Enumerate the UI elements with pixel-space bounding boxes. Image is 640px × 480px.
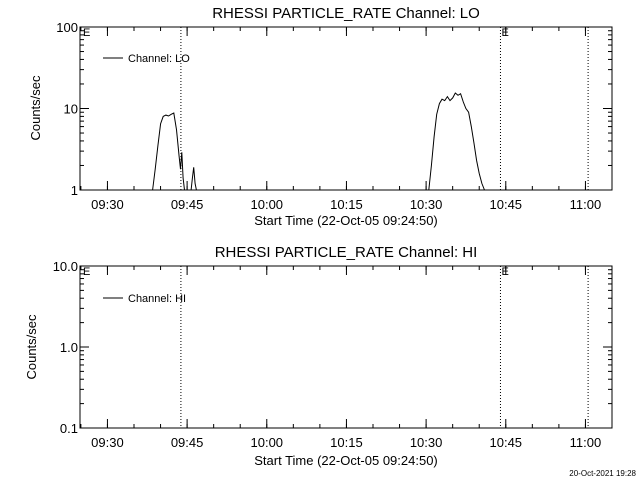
legend: Channel: HI [103,293,186,305]
panel-lo: RHESSI PARTICLE_RATE Channel: LO 110100 … [28,5,613,228]
y-tick-label: 10 [64,102,78,117]
y-axis: 0.1 1.0 10.0 [53,259,612,436]
x-tick-label: 09:45 [171,197,204,212]
x-tick-label: 10:45 [490,197,523,212]
x-axis: 09:30 09:45 10:00 10:15 10:30 10:45 11:00 [80,266,613,450]
x-tick-label: 10:30 [410,197,443,212]
x-axis-label: Start Time (22-Oct-05 09:24:50) [254,453,438,468]
y-tick-label: 100 [56,20,78,35]
y-tick-label: 1.0 [60,340,78,355]
x-axis: 09:30 09:45 10:00 10:15 10:30 10:45 11:00 [80,27,613,212]
y-axis-label: Counts/sec [24,314,39,380]
chart-title: RHESSI PARTICLE_RATE Channel: LO [212,5,480,22]
y-tick-label: 1 [71,183,78,198]
x-tick-label: 09:30 [91,197,124,212]
footer-timestamp: 20-Oct-2021 19:28 [569,469,636,478]
x-axis-label: Start Time (22-Oct-05 09:24:50) [254,213,438,228]
marker-label: E [501,27,508,39]
x-tick-label: 10:45 [490,435,523,450]
series-group [152,92,488,191]
marker-label: E [501,266,508,278]
series-line [152,112,198,191]
chart-title: RHESSI PARTICLE_RATE Channel: HI [215,244,478,261]
x-tick-label: 10:00 [251,197,284,212]
x-tick-label: 09:30 [91,435,124,450]
y-axis: 1 10 100 [56,20,612,198]
x-tick-label: 10:15 [330,197,363,212]
x-tick-label: 11:00 [570,197,602,212]
legend-label: Channel: LO [128,53,190,65]
panel-hi: RHESSI PARTICLE_RATE Channel: HI 0.1 1.0 1… [24,244,613,468]
series-line [428,92,488,191]
y-tick-label: 0.1 [60,421,78,436]
y-tick-label: 10.0 [53,259,78,274]
corner-label: E [83,27,90,39]
x-tick-label: 10:30 [410,435,443,450]
legend-label: Channel: HI [128,293,186,305]
x-tick-label: 09:45 [171,435,204,450]
y-axis-label: Counts/sec [28,75,43,141]
x-tick-label: 10:00 [251,435,284,450]
corner-label: E [83,266,90,278]
x-tick-label: 11:00 [570,435,602,450]
x-tick-label: 10:15 [330,435,363,450]
marker-lines: E [180,266,589,428]
legend: Channel: LO [103,53,190,65]
